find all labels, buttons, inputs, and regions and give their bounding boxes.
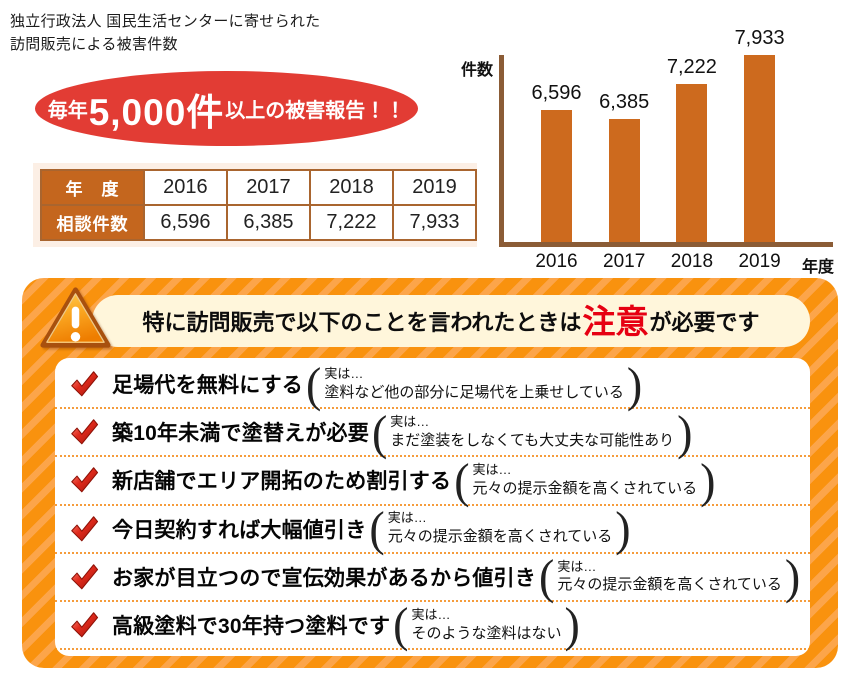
badge-highlight: 5,000件: [88, 91, 225, 133]
chart-x-tick: 2019: [738, 251, 781, 272]
chart-bar-value: 7,222: [666, 56, 717, 78]
truth-text: 元々の提示金額を高くされている: [557, 576, 782, 594]
warning-list-item: お家が目立つので宣伝効果があるから値引き ( 実は… 元々の提示金額を高くされて…: [55, 549, 810, 604]
chart-bar: [608, 119, 640, 242]
chart-x-tick: 2016: [535, 251, 578, 272]
warning-list-item: 高級塗料で30年持つ塗料です ( 実は… そのような塗料はない ): [55, 598, 810, 652]
chart-x-axis-line: [499, 242, 833, 247]
claim-text: 足場代を無料にする: [112, 374, 304, 398]
close-paren: ): [677, 405, 693, 459]
red-check-icon: [71, 563, 99, 590]
table-year-cell: 2016: [142, 169, 228, 206]
warning-heading-banner: 特に訪問販売で以下のことを言われたときは 注意 が必要です: [92, 295, 810, 347]
open-paren: (: [454, 453, 470, 508]
truth-block: 実は… まだ塗装をしなくても大丈夫な可能性あり: [390, 414, 674, 450]
chart-bar: [676, 84, 708, 242]
table-year-cell: 2019: [391, 169, 478, 206]
table-backdrop: 年 度 2016 2017 2018 2019 相談件数 6,596 6,385 7,222 7,…: [33, 163, 478, 247]
table-year-cell: 2018: [308, 169, 394, 206]
table-count-cell: 7,933: [391, 204, 478, 241]
chart-x-axis-label: 年度: [802, 259, 835, 276]
truth-text: 元々の提示金額を高くされている: [387, 528, 613, 546]
chart-plot-area: 6,596 6,385 7,222 7,933: [504, 27, 834, 242]
truth-block: 実は… 元々の提示金額を高くされている: [557, 559, 782, 595]
truth-intro: 実は…: [411, 606, 451, 622]
truth-block: 実は… 塗料など他の部分に足場代を上乗せしている: [324, 366, 624, 402]
truth-intro: 実は…: [387, 510, 427, 526]
warning-list-item: 足場代を無料にする ( 実は… 塗料など他の部分に足場代を上乗せしている ): [55, 358, 810, 411]
chart-bar-value: 6,385: [599, 91, 650, 113]
damage-report-badge: 毎年 5,000件 以上の被害報告！！: [35, 71, 418, 146]
warning-heading-post: が必要です: [649, 310, 760, 335]
truth-block: 実は… 元々の提示金額を高くされている: [388, 510, 613, 546]
open-paren: (: [539, 549, 555, 604]
red-check-icon: [71, 515, 99, 541]
truth-intro: 実は…: [472, 462, 512, 478]
close-paren: ): [784, 549, 801, 604]
truth-intro: 実は…: [390, 414, 430, 430]
close-paren: ): [700, 453, 716, 508]
open-paren: (: [393, 598, 409, 652]
claim-text: 新店舗でエリア開拓のため割引する: [112, 470, 452, 494]
truth-block: 実は… そのような塗料はない: [412, 607, 562, 643]
chart-y-axis-line: [499, 55, 504, 247]
badge-suffix: 以上の被害報告！！: [225, 100, 406, 122]
warning-list-item: 今日契約すれば大幅値引き ( 実は… 元々の提示金額を高くされている ): [55, 501, 810, 556]
table-row: 相談件数 6,596 6,385 7,222 7,933: [40, 204, 478, 241]
claim-text: 今日契約すれば大幅値引き: [112, 518, 367, 542]
page-title: 独立行政法人 国民生活センターに寄せられた 訪問販売による被害件数: [10, 10, 320, 57]
warning-heading-highlight: 注意: [582, 302, 649, 340]
chart-bar: [541, 110, 572, 242]
table-count-cell: 6,596: [142, 204, 228, 241]
chart-x-tick: 2018: [670, 251, 714, 272]
damage-table: 年 度 2016 2017 2018 2019 相談件数 6,596 6,385 7,222 7,…: [40, 169, 478, 241]
truth-text: 塗料など他の部分に足場代を上乗せしている: [324, 383, 624, 401]
open-paren: (: [369, 501, 385, 556]
chart-bar: [744, 55, 776, 242]
close-paren: ): [626, 358, 643, 411]
warning-triangle-icon: [40, 287, 111, 348]
damage-bar-chart: 件数 6,596 6,385 7,222 7,933 年度 2016 2017 2018 2…: [455, 27, 860, 285]
red-check-icon: [71, 467, 99, 493]
table-year-cell: 2017: [225, 169, 311, 206]
red-check-icon: [71, 612, 99, 638]
truth-text: まだ塗装をしなくても大丈夫な可能性あり: [390, 431, 675, 449]
warning-list-item: 新店舗でエリア開拓のため割引する ( 実は… 元々の提示金額を高くされている ): [55, 453, 810, 508]
truth-block: 実は… 元々の提示金額を高くされている: [473, 462, 698, 498]
truth-intro: 実は…: [557, 558, 597, 574]
chart-x-tick: 2017: [603, 251, 646, 272]
table-count-cell: 6,385: [225, 204, 311, 241]
chart-y-axis-label: 件数: [461, 62, 494, 79]
open-paren: (: [306, 358, 322, 411]
table-row: 年 度 2016 2017 2018 2019: [40, 169, 478, 206]
close-paren: ): [564, 598, 580, 652]
table-row-header: 年 度: [40, 169, 145, 206]
chart-bar-value: 7,933: [734, 27, 785, 49]
close-paren: ): [615, 501, 631, 556]
warning-items-panel: 足場代を無料にする ( 実は… 塗料など他の部分に足場代を上乗せしている ) 築…: [55, 358, 810, 656]
truth-text: 元々の提示金額を高くされている: [472, 480, 698, 498]
page-title-line1: 独立行政法人 国民生活センターに寄せられた: [10, 13, 321, 30]
red-check-icon: [71, 419, 99, 445]
table-count-cell: 7,222: [308, 204, 394, 241]
warning-heading-pre: 特に訪問販売で以下のことを言われたときは: [142, 310, 582, 335]
claim-text: 高級塗料で30年持つ塗料です: [112, 614, 391, 638]
badge-prefix: 毎年: [47, 100, 88, 122]
claim-text: 築10年未満で塗替えが必要: [112, 422, 369, 446]
red-check-icon: [71, 371, 99, 397]
truth-intro: 実は…: [324, 365, 364, 381]
table-row-header: 相談件数: [40, 204, 145, 241]
warning-list-item: 築10年未満で塗替えが必要 ( 実は… まだ塗装をしなくても大丈夫な可能性あり …: [55, 405, 810, 459]
warning-section: 足場代を無料にする ( 実は… 塗料など他の部分に足場代を上乗せしている ) 築…: [22, 278, 838, 668]
truth-text: そのような塗料はない: [411, 624, 562, 642]
chart-bar-value: 6,596: [531, 82, 582, 104]
open-paren: (: [371, 405, 388, 459]
page-title-line2: 訪問販売による被害件数: [10, 36, 178, 54]
claim-text: お家が目立つので宣伝効果があるから値引き: [112, 566, 536, 590]
